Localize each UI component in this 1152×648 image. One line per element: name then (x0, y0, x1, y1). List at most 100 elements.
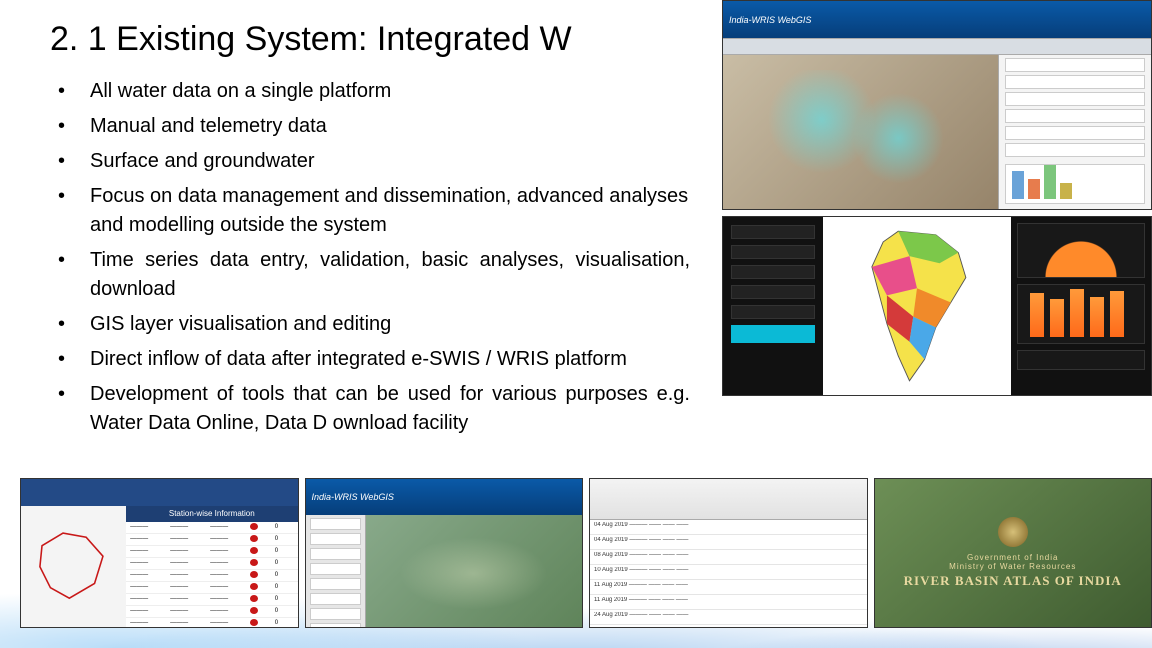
bullet-text: Development of tools that can be used fo… (90, 380, 690, 438)
bullet-item: •GIS layer visualisation and editing (50, 310, 690, 339)
panel-row (1005, 109, 1146, 123)
thumbnails-right: India-WRIS WebGIS (722, 0, 1152, 396)
thumb-station-map (21, 506, 126, 627)
table-row: —————————0 (126, 558, 297, 570)
sidebar-field (731, 285, 815, 299)
thumb-atlas: Government of India Ministry of Water Re… (874, 478, 1152, 628)
thumb-wris-panel (998, 55, 1152, 209)
thumb-wris-body (723, 55, 1151, 209)
thumb-wris-map-bottom: India-WRIS WebGIS (305, 478, 584, 628)
spreadsheet-row: 04 Aug 2019 ——— —— —— —— (594, 522, 863, 537)
sidebar-item (310, 563, 361, 575)
sidebar-item (310, 518, 361, 530)
sidebar-field (731, 265, 815, 279)
spreadsheet-row: 11 Aug 2019 ——— —— —— —— (594, 597, 863, 612)
chart-bar (1090, 297, 1104, 337)
chart-bar (1028, 179, 1040, 199)
bullet-item: •Focus on data management and disseminat… (50, 182, 690, 240)
thumb-station-table: Station-wise Information —————————0—————… (126, 506, 297, 627)
chart-bar (1050, 299, 1064, 337)
bullet-text: Direct inflow of data after integrated e… (90, 345, 690, 374)
sidebar-field (731, 305, 815, 319)
sidebar-item (310, 533, 361, 545)
chart-bar (1012, 171, 1024, 199)
slide: 2. 1 Existing System: Integrated W •All … (0, 0, 1152, 648)
bullet-item: •Time series data entry, validation, bas… (50, 246, 690, 304)
thumb-dark-sidebar (723, 217, 823, 395)
table-row: —————————0 (126, 582, 297, 594)
thumb-dark-dashboard (722, 216, 1152, 396)
thumb-wris-header-title: India-WRIS WebGIS (729, 15, 811, 25)
bullet-dot: • (50, 380, 90, 438)
sidebar-item (310, 548, 361, 560)
chart-bar (1110, 291, 1124, 337)
thumb-wris-toolbar (723, 38, 1151, 55)
thumb-dark-body (723, 217, 1151, 395)
sidebar-field (731, 225, 815, 239)
thumb-wris-bottom-body (306, 515, 583, 627)
thumb-station-list: Station-wise Information —————————0—————… (20, 478, 299, 628)
thumb-wris-header: India-WRIS WebGIS (723, 1, 1151, 38)
spreadsheet-row: 10 Aug 2019 ——— —— —— —— (594, 567, 863, 582)
table-row: —————————0 (126, 618, 297, 628)
bullet-item: •Manual and telemetry data (50, 112, 690, 141)
bullet-text: Surface and groundwater (90, 147, 690, 176)
spreadsheet-row: 04 Aug 2019 ——— —— —— —— (594, 537, 863, 552)
panel-row (1005, 75, 1146, 89)
thumb-dark-gauge (1017, 223, 1145, 278)
bullet-text: Time series data entry, validation, basi… (90, 246, 690, 304)
thumb-atlas-line2: Ministry of Water Resources (949, 562, 1076, 571)
bullet-item: •Direct inflow of data after integrated … (50, 345, 690, 374)
bullet-dot: • (50, 147, 90, 176)
chart-bar (1060, 183, 1072, 199)
sidebar-item (310, 593, 361, 605)
thumb-dark-india-map (823, 217, 1011, 395)
bullet-item: •Development of tools that can be used f… (50, 380, 690, 438)
thumb-station-table-header: Station-wise Information (126, 506, 297, 522)
thumb-dark-bars (1017, 284, 1145, 344)
sidebar-button[interactable] (731, 325, 815, 343)
thumb-atlas-title: RIVER BASIN ATLAS OF INDIA (904, 573, 1122, 589)
panel-row (1005, 126, 1146, 140)
thumb-wris-bottom-header: India-WRIS WebGIS (306, 479, 583, 515)
bullet-text: Manual and telemetry data (90, 112, 690, 141)
bullet-dot: • (50, 112, 90, 141)
thumb-spreadsheet-ribbon (590, 479, 867, 520)
chart-bar (1044, 165, 1056, 199)
table-row: —————————0 (126, 606, 297, 618)
thumb-atlas-emblem (998, 517, 1028, 547)
spreadsheet-row: 08 Aug 2019 ——— —— —— —— (594, 552, 863, 567)
table-row: —————————0 (126, 534, 297, 546)
bullet-text: Focus on data management and disseminati… (90, 182, 690, 240)
bullet-dot: • (50, 182, 90, 240)
spreadsheet-row: 11 Aug 2019 ——— —— —— —— (594, 582, 863, 597)
thumb-atlas-line1: Government of India (967, 553, 1058, 562)
thumb-wris-map (723, 55, 998, 209)
table-row: —————————0 (126, 570, 297, 582)
bullet-item: •All water data on a single platform (50, 77, 690, 106)
bullet-list: •All water data on a single platform•Man… (50, 77, 690, 438)
thumb-dark-charts (1011, 217, 1151, 395)
thumb-dark-strip (1017, 350, 1145, 370)
bullet-dot: • (50, 345, 90, 374)
bullet-dot: • (50, 310, 90, 339)
thumb-station-header (21, 479, 298, 506)
bullet-dot: • (50, 246, 90, 304)
table-row: —————————0 (126, 594, 297, 606)
thumb-wris-bottom-sidebar (306, 515, 366, 627)
thumb-wris-chart (1005, 164, 1146, 204)
thumb-wris-bottom-title: India-WRIS WebGIS (312, 492, 394, 502)
table-row: —————————0 (126, 522, 297, 534)
sidebar-item (310, 608, 361, 620)
chart-bar (1070, 289, 1084, 337)
panel-row (1005, 143, 1146, 157)
thumb-station-body: Station-wise Information —————————0—————… (21, 506, 298, 627)
bullet-dot: • (50, 77, 90, 106)
thumb-atlas-body: Government of India Ministry of Water Re… (875, 479, 1152, 627)
thumb-spreadsheet-grid: 04 Aug 2019 ——— —— —— ——04 Aug 2019 ——— … (590, 520, 867, 627)
panel-row (1005, 58, 1146, 72)
bullet-text: All water data on a single platform (90, 77, 690, 106)
thumb-wris-webgis: India-WRIS WebGIS (722, 0, 1152, 210)
thumbnails-bottom: Station-wise Information —————————0—————… (20, 478, 1152, 628)
thumb-wris-bottom-map (366, 515, 583, 627)
